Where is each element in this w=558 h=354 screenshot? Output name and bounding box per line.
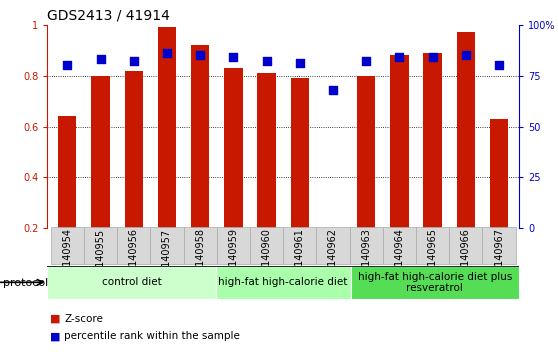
Text: GSM140958: GSM140958	[195, 228, 205, 287]
Bar	[357, 76, 376, 228]
Bar	[124, 70, 143, 228]
FancyBboxPatch shape	[217, 227, 250, 264]
Text: high-fat high-calorie diet: high-fat high-calorie diet	[219, 277, 348, 287]
Point	[494, 63, 503, 68]
Point	[229, 55, 238, 60]
FancyBboxPatch shape	[250, 227, 283, 264]
Bar	[191, 45, 209, 228]
Text: ■: ■	[50, 331, 61, 341]
Bar	[424, 53, 442, 228]
Bar	[257, 73, 276, 228]
Text: control diet: control diet	[102, 277, 161, 287]
Point	[96, 57, 105, 62]
Point	[362, 58, 371, 64]
FancyBboxPatch shape	[350, 227, 383, 264]
FancyBboxPatch shape	[483, 227, 516, 264]
Text: GSM140961: GSM140961	[295, 228, 305, 287]
Point	[295, 61, 304, 66]
Bar	[216, 266, 350, 299]
Point	[461, 52, 470, 58]
Bar	[456, 33, 475, 228]
FancyBboxPatch shape	[283, 227, 316, 264]
Bar	[158, 27, 176, 228]
Bar	[490, 119, 508, 228]
Text: GSM140956: GSM140956	[129, 228, 139, 287]
FancyBboxPatch shape	[383, 227, 416, 264]
Text: GSM140955: GSM140955	[95, 228, 105, 287]
Text: percentile rank within the sample: percentile rank within the sample	[64, 331, 240, 341]
Text: GSM140954: GSM140954	[62, 228, 73, 287]
Point	[63, 63, 72, 68]
FancyBboxPatch shape	[117, 227, 150, 264]
Text: GSM140963: GSM140963	[361, 228, 371, 287]
Bar	[92, 76, 110, 228]
Text: GSM140962: GSM140962	[328, 228, 338, 287]
Text: GSM140960: GSM140960	[262, 228, 272, 287]
Bar	[58, 116, 76, 228]
FancyBboxPatch shape	[184, 227, 217, 264]
Point	[196, 52, 205, 58]
Bar	[291, 78, 309, 228]
Text: high-fat high-calorie diet plus
resveratrol: high-fat high-calorie diet plus resverat…	[358, 272, 512, 293]
Point	[428, 55, 437, 60]
FancyBboxPatch shape	[316, 227, 350, 264]
Text: GSM140957: GSM140957	[162, 228, 172, 287]
Bar	[47, 266, 216, 299]
Text: protocol: protocol	[3, 278, 48, 288]
Point	[262, 58, 271, 64]
Point	[395, 55, 404, 60]
Text: GSM140959: GSM140959	[228, 228, 238, 287]
Text: ■: ■	[50, 314, 61, 324]
Text: GDS2413 / 41914: GDS2413 / 41914	[47, 8, 170, 22]
Text: GSM140966: GSM140966	[461, 228, 471, 287]
Point	[329, 87, 338, 93]
Point	[129, 58, 138, 64]
FancyBboxPatch shape	[84, 227, 117, 264]
Text: GSM140964: GSM140964	[395, 228, 405, 287]
Text: GSM140965: GSM140965	[427, 228, 437, 287]
Text: Z-score: Z-score	[64, 314, 103, 324]
FancyBboxPatch shape	[449, 227, 483, 264]
FancyBboxPatch shape	[416, 227, 449, 264]
FancyBboxPatch shape	[51, 227, 84, 264]
Point	[162, 50, 171, 56]
Bar	[390, 55, 408, 228]
Bar	[224, 68, 243, 228]
Bar	[350, 266, 519, 299]
FancyBboxPatch shape	[150, 227, 184, 264]
Text: GSM140967: GSM140967	[494, 228, 504, 287]
